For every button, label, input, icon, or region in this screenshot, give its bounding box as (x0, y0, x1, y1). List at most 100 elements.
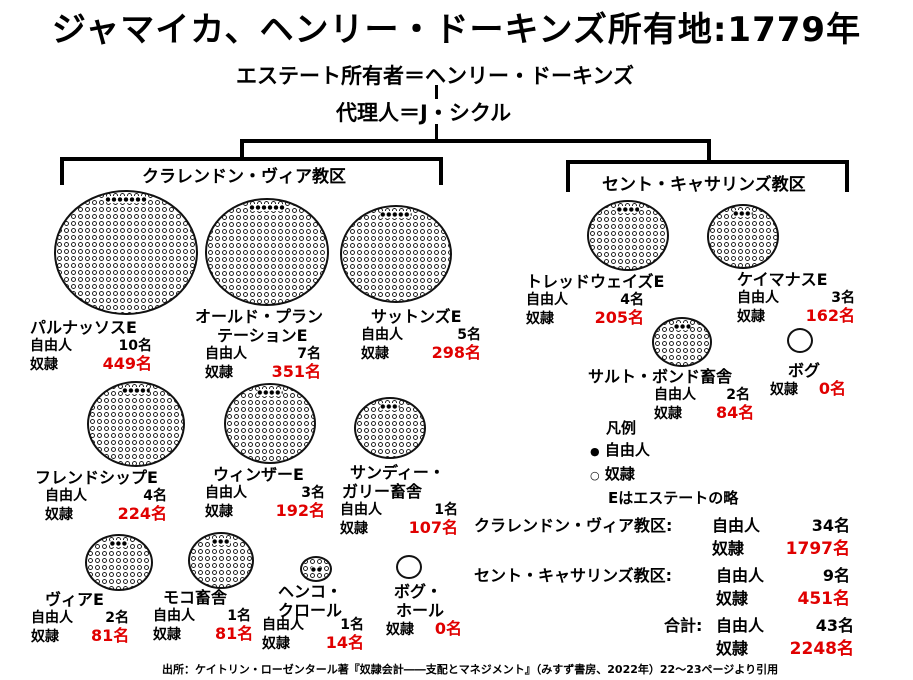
filled-dot-icon: ● (590, 445, 600, 458)
legend: 凡例 ● 自由人 ○ 奴隷 Eはエステートの略 (590, 417, 738, 509)
free-label: 自由人 (716, 566, 765, 585)
estate-name: サルト・ボンド畜舎 (588, 367, 733, 386)
slave-label: 奴隷 (340, 521, 368, 537)
slave-count: 0名 (434, 619, 462, 638)
estate-circle-treadways (587, 200, 669, 271)
slave-label: 奴隷 (386, 622, 414, 638)
summary-st-catherine-slave: 奴隷 451名 (716, 584, 850, 609)
slave-label: 奴隷 (30, 357, 58, 373)
slave-label: 奴隷 (654, 406, 682, 422)
bracket-edge (439, 157, 443, 185)
estate-circle-parnassus (54, 190, 198, 315)
slave-label: 奴隷 (716, 589, 749, 608)
slave-label: 奴隷 (737, 309, 765, 325)
free-count: 7名 (297, 346, 321, 362)
summary-label: 合計: (664, 616, 703, 635)
free-count: 3名 (301, 485, 325, 501)
free-label: 自由人 (716, 616, 765, 635)
estate-parnassus: パルナッソスE 自由人 10名 奴隷 449名 (30, 318, 152, 374)
slave-count: 81名 (215, 624, 254, 643)
free-count: 3名 (831, 290, 855, 306)
owner-line: エステート所有者＝ヘンリー・ドーキンズ (236, 64, 634, 88)
agent-line: 代理人＝J・シクル (336, 101, 512, 125)
estate-name-line2: クロール (278, 601, 343, 620)
slave-label: 奴隷 (361, 346, 389, 362)
bracket-edge (60, 157, 64, 185)
slave-label: 奴隷 (712, 539, 745, 558)
estate-moco: モコ畜舎 自由人 1名 奴隷 81名 (153, 588, 254, 644)
free-count: 10名 (118, 338, 152, 354)
slave-count: 162名 (805, 306, 855, 325)
estate-name: ヴィアE (45, 590, 104, 609)
estate-circle-suttons (340, 205, 452, 303)
tree-connector (240, 139, 244, 159)
bracket-edge (566, 160, 570, 192)
slave-count: 84名 (716, 403, 755, 422)
estate-treadways: トレッドウェイズE 自由人 4名 奴隷 205名 (526, 272, 664, 328)
legend-slave: 奴隷 (604, 465, 635, 483)
estate-name-line2: ガリー畜舎 (342, 482, 423, 501)
source-citation: 出所：ケイトリン・ローゼンタール著『奴隷会計――支配とマネジメント』（みすず書房… (162, 663, 779, 676)
free-label: 自由人 (205, 346, 247, 362)
summary-label: クラレンドン・ヴィア教区: (474, 516, 673, 535)
estate-bog-hall: ボグ・ ホール 奴隷 0名 (386, 582, 462, 639)
parish-bracket-st-catherine (566, 160, 849, 164)
free-count: 5名 (457, 327, 481, 343)
tree-connector (707, 139, 711, 163)
tree-branch (240, 139, 710, 143)
parish-label-clarendon: クラレンドン・ヴィア教区 (136, 162, 352, 187)
estate-friendship: フレンドシップE 自由人 4名 奴隷 224名 (35, 468, 167, 524)
free-label: 自由人 (526, 292, 568, 308)
legend-free: 自由人 (604, 441, 650, 459)
estate-circle-friendship (87, 381, 185, 467)
estate-name: モコ畜舎 (163, 588, 228, 607)
free-count: 4名 (620, 292, 644, 308)
slave-label: 奴隷 (526, 311, 554, 327)
estate-name-line1: ヘンコ・ (278, 582, 343, 601)
estate-name: ボグ (788, 361, 821, 380)
estate-windsor: ウィンザーE 自由人 3名 奴隷 192名 (205, 465, 325, 521)
slave-label: 奴隷 (45, 507, 73, 523)
estate-circle-salt-pond (652, 317, 712, 367)
slave-label: 奴隷 (716, 639, 749, 658)
estate-bog: ボグ 奴隷 0名 (770, 361, 846, 399)
slave-label: 奴隷 (205, 365, 233, 381)
free-label: 自由人 (361, 327, 403, 343)
legend-note: Eはエステートの略 (608, 489, 739, 507)
estate-vere: ヴィアE 自由人 2名 奴隷 81名 (31, 590, 129, 646)
slave-label: 奴隷 (31, 629, 59, 645)
estate-circle-vere (85, 534, 153, 591)
free-count: 1名 (434, 502, 458, 518)
slave-label: 奴隷 (262, 636, 290, 652)
slave-count: 224名 (117, 504, 167, 523)
summary-free: 43名 (815, 616, 854, 635)
free-label: 自由人 (737, 290, 779, 306)
free-label: 自由人 (340, 502, 382, 518)
free-count: 4名 (143, 488, 167, 504)
free-count: 1名 (340, 617, 364, 633)
summary-free: 34名 (811, 516, 850, 535)
summary-slave: 2248名 (789, 639, 854, 659)
slave-count: 351名 (271, 362, 321, 381)
free-label: 自由人 (45, 488, 87, 504)
bracket-edge (845, 160, 849, 192)
estate-caymanas: ケイマナスE 自由人 3名 奴隷 162名 (737, 270, 855, 326)
hollow-dot-icon: ○ (590, 469, 600, 482)
free-count: 2名 (726, 387, 750, 403)
estate-sandy-gully: サンディー・ ガリー畜舎 自由人 1名 奴隷 107名 (340, 463, 458, 538)
summary-clarendon-slave: 奴隷 1797名 (712, 534, 850, 559)
parish-label-st-catherine: セント・キャサリンズ教区 (596, 170, 812, 195)
slave-label: 奴隷 (153, 627, 181, 643)
summary-clarendon: クラレンドン・ヴィア教区: 自由人 34名 (474, 512, 850, 536)
slave-label: 奴隷 (205, 504, 233, 520)
estate-name-line1: サンディー・ (350, 463, 445, 482)
slave-count: 81名 (91, 626, 130, 645)
free-label: 自由人 (205, 485, 247, 501)
free-label: 自由人 (30, 338, 72, 354)
estate-name-line1: ボグ・ (394, 582, 443, 601)
estate-circle-caymanas (707, 204, 779, 269)
summary-label: セント・キャサリンズ教区: (474, 566, 673, 585)
slave-count: 449名 (102, 354, 152, 373)
estate-circle-sandy-gully (354, 397, 426, 459)
legend-title: 凡例 (606, 419, 637, 437)
